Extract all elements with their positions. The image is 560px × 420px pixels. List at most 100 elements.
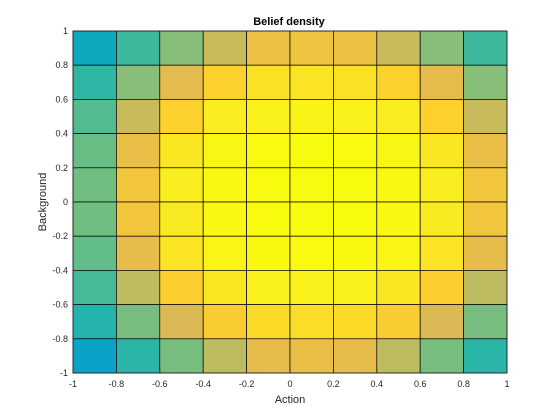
heatmap-cell bbox=[419, 235, 464, 271]
y-tick-label: -0.2 bbox=[52, 231, 68, 241]
heatmap-cell bbox=[333, 30, 378, 66]
y-tick-label: 0.4 bbox=[55, 129, 68, 139]
heatmap-cell bbox=[202, 64, 247, 100]
heatmap-cell bbox=[333, 167, 378, 203]
heatmap-cell bbox=[419, 167, 464, 203]
heatmap-cell bbox=[246, 338, 291, 374]
heatmap-cell bbox=[463, 167, 508, 203]
heatmap-cell bbox=[333, 99, 378, 134]
heatmap-cell bbox=[116, 99, 161, 134]
heatmap-cell bbox=[116, 270, 161, 305]
x-tick-label: 0.2 bbox=[327, 379, 340, 389]
y-tick-label: -0.8 bbox=[52, 334, 68, 344]
heatmap-cell bbox=[202, 167, 247, 203]
heatmap-cell bbox=[246, 270, 291, 305]
heatmap-cell bbox=[463, 270, 508, 305]
heatmap-cell bbox=[72, 64, 117, 100]
heatmap-cell bbox=[246, 64, 291, 100]
heatmap-cell bbox=[72, 167, 117, 203]
heatmap-cell bbox=[376, 338, 421, 374]
heatmap-cell bbox=[246, 304, 291, 340]
heatmap-cell bbox=[333, 235, 378, 271]
heatmap-cell bbox=[376, 201, 421, 237]
heatmap-cell bbox=[159, 64, 204, 100]
x-tick-label: -0.6 bbox=[152, 379, 168, 389]
heatmap-cell bbox=[419, 270, 464, 305]
heatmap-cell bbox=[72, 99, 117, 134]
heatmap-cell bbox=[116, 64, 161, 100]
heatmap-cell bbox=[463, 201, 508, 237]
heatmap-cell bbox=[202, 338, 247, 374]
heatmap-cell bbox=[463, 304, 508, 340]
heatmap-cell bbox=[419, 99, 464, 134]
heatmap-cell bbox=[419, 338, 464, 374]
heatmap-cell bbox=[333, 64, 378, 100]
y-tick-label: -0.4 bbox=[52, 265, 68, 275]
heatmap-cell bbox=[289, 201, 334, 237]
heatmap-cell bbox=[159, 201, 204, 237]
heatmap-cell bbox=[376, 304, 421, 340]
heatmap-cell bbox=[289, 338, 334, 374]
heatmap-cell bbox=[159, 304, 204, 340]
heatmap-plot-area: -1 -0.8 -0.6 -0.4 -0.2 0 0.2 0.4 0.6 0.8 1 -1-0.8-… bbox=[52, 26, 509, 389]
heatmap-cell bbox=[289, 304, 334, 340]
heatmap-cell bbox=[419, 304, 464, 340]
heatmap-cell bbox=[289, 133, 334, 169]
heatmap-cell bbox=[289, 235, 334, 271]
heatmap-cells bbox=[72, 30, 508, 374]
x-tick-label: 0.6 bbox=[414, 379, 427, 389]
heatmap-cell bbox=[419, 201, 464, 237]
heatmap-cell bbox=[246, 167, 291, 203]
y-tick-label: 0.6 bbox=[55, 94, 68, 104]
heatmap-cell bbox=[159, 338, 204, 374]
heatmap-cell bbox=[463, 99, 508, 134]
heatmap-cell bbox=[72, 235, 117, 271]
heatmap-cell bbox=[333, 133, 378, 169]
y-tick-label: -0.6 bbox=[52, 300, 68, 310]
heatmap-cell bbox=[159, 30, 204, 66]
y-tick-label: 0 bbox=[63, 197, 68, 207]
heatmap-cell bbox=[376, 270, 421, 305]
heatmap-cell bbox=[463, 338, 508, 374]
heatmap-cell bbox=[202, 304, 247, 340]
heatmap-cell bbox=[116, 304, 161, 340]
heatmap-cell bbox=[463, 64, 508, 100]
heatmap-cell bbox=[202, 201, 247, 237]
heatmap-cell bbox=[159, 133, 204, 169]
heatmap-cell bbox=[376, 30, 421, 66]
x-tick-label: 0.8 bbox=[457, 379, 470, 389]
heatmap-cell bbox=[419, 30, 464, 66]
x-tick-label: -0.4 bbox=[195, 379, 211, 389]
heatmap-cell bbox=[159, 167, 204, 203]
heatmap-cell bbox=[202, 99, 247, 134]
y-axis-label: Background bbox=[37, 173, 49, 232]
heatmap-cell bbox=[72, 270, 117, 305]
heatmap-cell bbox=[333, 304, 378, 340]
y-axis-ticks: -1 -0.8 -0.6 -0.4 -0.2 0 0.2 0.4 0.6 0.8 1 bbox=[52, 26, 77, 378]
heatmap-cell bbox=[419, 64, 464, 100]
heatmap-cell bbox=[376, 99, 421, 134]
chart-title: Belief density bbox=[253, 16, 325, 28]
x-tick-label: -0.8 bbox=[109, 379, 125, 389]
heatmap-cell bbox=[116, 201, 161, 237]
heatmap-cell bbox=[463, 30, 508, 66]
heatmap-cell bbox=[333, 201, 378, 237]
y-tick-label: 1 bbox=[63, 26, 68, 36]
heatmap-cell bbox=[72, 133, 117, 169]
x-axis-label: Action bbox=[275, 394, 306, 406]
heatmap-cell bbox=[333, 338, 378, 374]
heatmap-cell bbox=[376, 235, 421, 271]
x-tick-label: -0.2 bbox=[239, 379, 255, 389]
y-tick-label: 0.8 bbox=[55, 60, 68, 70]
heatmap-cell bbox=[202, 133, 247, 169]
heatmap-cell bbox=[202, 30, 247, 66]
heatmap-cell bbox=[159, 235, 204, 271]
heatmap-cell bbox=[376, 64, 421, 100]
x-tick-label: 1 bbox=[504, 379, 509, 389]
heatmap-cell bbox=[246, 133, 291, 169]
heatmap-cell bbox=[289, 30, 334, 66]
heatmap-cell bbox=[116, 30, 161, 66]
heatmap-cell bbox=[159, 99, 204, 134]
heatmap-cell bbox=[116, 167, 161, 203]
